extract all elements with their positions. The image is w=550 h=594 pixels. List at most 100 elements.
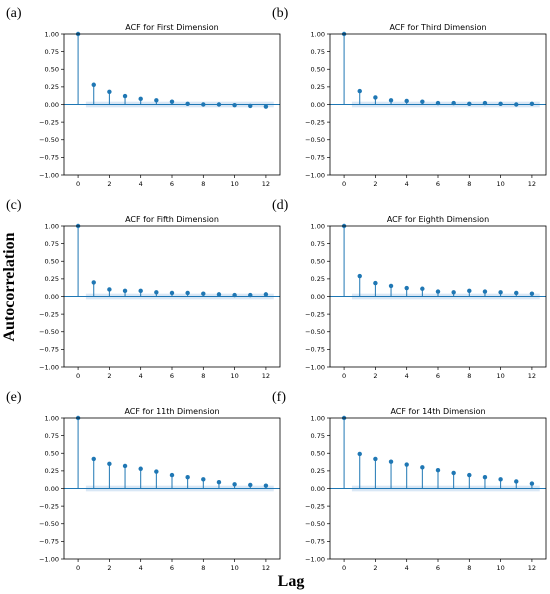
acf-point	[482, 100, 488, 106]
x-tick-label: 12	[262, 180, 270, 188]
acf-point	[91, 82, 96, 87]
acf-point	[451, 100, 456, 106]
y-tick-label: −0.50	[39, 136, 59, 144]
y-tick-label: 0.50	[45, 66, 59, 74]
y-tick-label: 0.25	[45, 83, 59, 91]
x-tick-label: 2	[107, 564, 111, 572]
x-tick-label: 8	[467, 180, 471, 188]
y-tick-label: 0.25	[45, 467, 59, 475]
acf-point	[185, 475, 190, 480]
y-tick-label: 0.25	[311, 83, 325, 91]
x-tick-label: 12	[528, 372, 536, 380]
y-tick-label: 0.50	[311, 66, 325, 74]
x-tick-label: 8	[201, 180, 205, 188]
acf-point	[357, 88, 362, 94]
x-tick-label: 0	[76, 564, 80, 572]
acf-point	[169, 99, 175, 104]
y-tick-label: −0.25	[305, 118, 325, 126]
x-tick-label: 10	[230, 180, 238, 188]
panel-letter: (f)	[272, 390, 286, 405]
x-tick-label: 12	[262, 372, 270, 380]
y-tick-label: −1.00	[305, 171, 325, 179]
y-tick-label: 1.00	[45, 414, 59, 422]
x-tick-label: 10	[496, 180, 504, 188]
acf-point	[388, 283, 394, 289]
y-tick-label: −0.75	[305, 538, 325, 546]
acf-point	[404, 98, 409, 104]
y-tick-label: −0.25	[305, 310, 325, 318]
x-tick-label: 10	[496, 372, 504, 380]
acf-point	[263, 483, 269, 488]
acf-panel: (b) ACF for Third Dimension 1.00 0.75 0.50 0.…	[272, 6, 547, 188]
acf-point	[357, 451, 362, 457]
acf-point	[263, 104, 269, 109]
x-tick-label: 6	[436, 564, 440, 572]
x-tick-label: 12	[262, 564, 270, 572]
y-tick-label: 0.75	[311, 48, 325, 56]
acf-point	[357, 273, 362, 279]
acf-point	[482, 475, 488, 480]
x-tick-label: 4	[405, 564, 409, 572]
x-tick-label: 2	[107, 180, 111, 188]
x-tick-label: 12	[528, 564, 536, 572]
acf-point	[388, 459, 394, 464]
y-tick-label: 0.75	[45, 48, 59, 56]
acf-point	[451, 290, 456, 295]
x-tick-label: 10	[496, 564, 504, 572]
acf-point	[216, 102, 222, 107]
acf-point	[514, 479, 519, 484]
figure-y-axis-label: Autocorrelation	[1, 232, 18, 341]
acf-point	[248, 482, 253, 488]
acf-point	[201, 291, 206, 296]
acf-point	[498, 101, 503, 106]
y-tick-label: 1.00	[45, 222, 59, 230]
acf-point	[514, 102, 519, 107]
x-tick-label: 10	[230, 372, 238, 380]
x-tick-label: 0	[342, 180, 346, 188]
y-tick-label: −1.00	[305, 555, 325, 563]
y-tick-label: −1.00	[39, 171, 59, 179]
acf-point	[467, 472, 472, 478]
x-tick-label: 6	[170, 564, 174, 572]
y-tick-label: −0.25	[305, 502, 325, 510]
acf-point	[91, 280, 96, 285]
acf-panel: (c) ACF for Fifth Dimension 1.00 0.75 0.50 0.…	[6, 198, 281, 380]
acf-point	[169, 290, 175, 296]
acf-point	[216, 479, 222, 485]
panel-title: ACF for Third Dimension	[389, 23, 486, 32]
y-tick-label: 0.25	[311, 467, 325, 475]
acf-panel: (a) ACF for First Dimension 1.00 0.75 0.50 0.…	[6, 6, 281, 188]
y-tick-label: −0.50	[39, 520, 59, 528]
y-tick-label: −1.00	[39, 363, 59, 371]
x-tick-label: 2	[107, 372, 111, 380]
x-tick-label: 0	[76, 180, 80, 188]
x-tick-label: 0	[76, 372, 80, 380]
panel-title: ACF for First Dimension	[125, 23, 219, 32]
acf-point	[201, 102, 206, 107]
x-tick-label: 4	[139, 180, 143, 188]
acf-point	[122, 288, 128, 294]
y-tick-label: −0.75	[305, 346, 325, 354]
acf-point	[404, 462, 409, 467]
x-tick-label: 2	[373, 372, 377, 380]
acf-point	[232, 482, 237, 487]
y-tick-label: 0.00	[311, 101, 325, 109]
x-tick-label: 8	[467, 564, 471, 572]
y-tick-label: 0.00	[45, 485, 59, 493]
acf-point	[404, 285, 409, 291]
y-tick-label: 0.00	[311, 293, 325, 301]
y-tick-label: −1.00	[39, 555, 59, 563]
y-tick-label: −0.75	[39, 346, 59, 354]
acf-panel: (e) ACF for 11th Dimension 1.00 0.75 0.50 0.2…	[6, 390, 281, 572]
y-tick-label: −0.25	[39, 118, 59, 126]
acf-point	[232, 292, 237, 298]
y-tick-label: −0.50	[305, 328, 325, 336]
y-tick-label: −0.50	[305, 520, 325, 528]
acf-point	[138, 288, 143, 294]
panel-title: ACF for 14th Dimension	[390, 407, 485, 416]
y-tick-label: 0.75	[45, 240, 59, 248]
acf-point	[435, 467, 441, 473]
acf-point	[122, 463, 128, 469]
acf-point	[529, 481, 535, 486]
x-tick-label: 4	[139, 372, 143, 380]
